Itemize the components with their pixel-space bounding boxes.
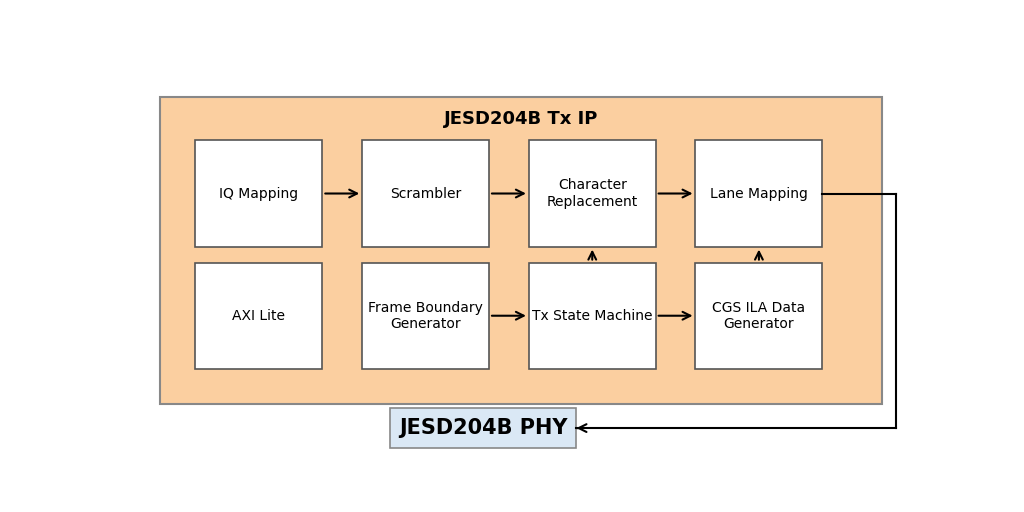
Text: Lane Mapping: Lane Mapping <box>710 186 808 201</box>
Bar <box>362 140 489 247</box>
Bar <box>528 263 655 369</box>
Bar <box>390 409 577 448</box>
Bar <box>695 140 822 247</box>
Bar <box>196 263 323 369</box>
Text: AXI Lite: AXI Lite <box>232 309 286 323</box>
Text: CGS ILA Data
Generator: CGS ILA Data Generator <box>713 301 806 331</box>
Bar <box>695 263 822 369</box>
Bar <box>160 97 882 404</box>
Text: Frame Boundary
Generator: Frame Boundary Generator <box>369 301 483 331</box>
Bar <box>528 140 655 247</box>
Text: IQ Mapping: IQ Mapping <box>219 186 299 201</box>
Text: Scrambler: Scrambler <box>390 186 461 201</box>
Text: Tx State Machine: Tx State Machine <box>532 309 652 323</box>
Text: Character
Replacement: Character Replacement <box>547 178 638 208</box>
Bar <box>196 140 323 247</box>
Text: JESD204B Tx IP: JESD204B Tx IP <box>443 110 598 127</box>
Text: JESD204B PHY: JESD204B PHY <box>399 418 567 438</box>
Bar <box>362 263 489 369</box>
